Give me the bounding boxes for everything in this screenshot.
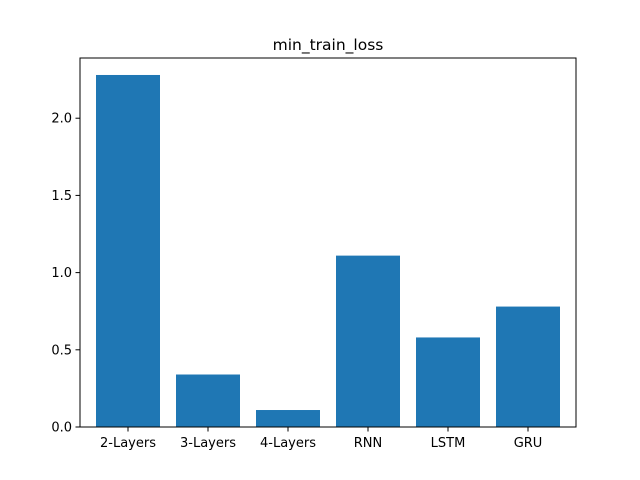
bar-rnn <box>336 255 400 427</box>
bar-4-layers <box>256 410 320 427</box>
x-tick-label: 4-Layers <box>260 436 316 451</box>
y-tick-label: 0.5 <box>51 343 72 358</box>
y-tick-label: 0.0 <box>51 421 72 436</box>
x-tick-label: GRU <box>514 436 543 451</box>
bar-gru <box>496 306 560 427</box>
x-tick-label: 3-Layers <box>180 436 236 451</box>
x-axis: 2-Layers 3-Layers 4-Layers RNN LSTM GRU <box>100 427 542 451</box>
x-tick-label: RNN <box>354 436 382 451</box>
y-tick-label: 1.0 <box>51 266 72 281</box>
bars-group <box>96 74 560 427</box>
chart-title: min_train_loss <box>273 36 384 55</box>
x-tick-label: 2-Layers <box>100 436 156 451</box>
bar-lstm <box>416 337 480 427</box>
x-tick-label: LSTM <box>431 436 466 451</box>
bar-3-layers <box>176 374 240 427</box>
y-tick-label: 1.5 <box>51 189 72 204</box>
bar-2-layers <box>96 74 160 427</box>
plot-frame <box>79 57 577 428</box>
y-axis: 0.0 0.5 1.0 1.5 2.0 <box>51 112 80 436</box>
y-tick-label: 2.0 <box>51 112 72 127</box>
